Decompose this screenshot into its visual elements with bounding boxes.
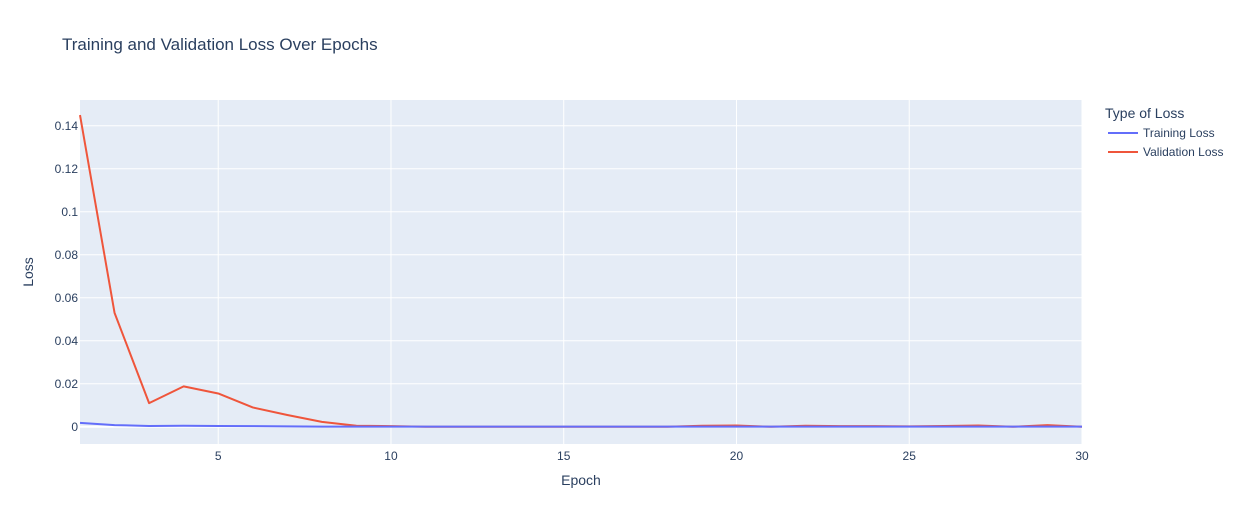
series-layer (79, 114, 1083, 428)
x-tick-labels: 5 10 15 20 25 30 (215, 449, 1089, 463)
legend: Type of Loss Training Loss Validation Los… (1105, 105, 1224, 159)
x-gridlines (217, 100, 1083, 444)
x-axis-title: Epoch (561, 472, 601, 488)
x-tick-label: 25 (903, 449, 917, 463)
x-tick-label: 5 (215, 449, 222, 463)
x-tick-label: 30 (1075, 449, 1089, 463)
y-tick-label: 0.1 (61, 205, 78, 219)
x-tick-label: 15 (557, 449, 571, 463)
y-tick-label: 0.08 (55, 248, 79, 262)
chart-title: Training and Validation Loss Over Epochs (62, 35, 378, 54)
legend-label: Validation Loss (1143, 145, 1224, 159)
x-tick-label: 20 (730, 449, 744, 463)
y-tick-labels: 0 0.02 0.04 0.06 0.08 0.1 0.12 0.14 (55, 119, 79, 434)
y-tick-label: 0.12 (55, 162, 79, 176)
series-line-training-loss (79, 421, 1082, 428)
y-tick-label: 0.06 (55, 291, 79, 305)
y-tick-label: 0 (71, 420, 78, 434)
y-tick-label: 0.04 (55, 334, 79, 348)
legend-label: Training Loss (1143, 126, 1215, 140)
y-axis-title: Loss (20, 257, 36, 287)
legend-title: Type of Loss (1105, 105, 1184, 121)
x-tick-label: 10 (384, 449, 398, 463)
plot-area (80, 100, 1082, 444)
y-tick-label: 0.14 (55, 119, 79, 133)
y-tick-label: 0.02 (55, 377, 79, 391)
